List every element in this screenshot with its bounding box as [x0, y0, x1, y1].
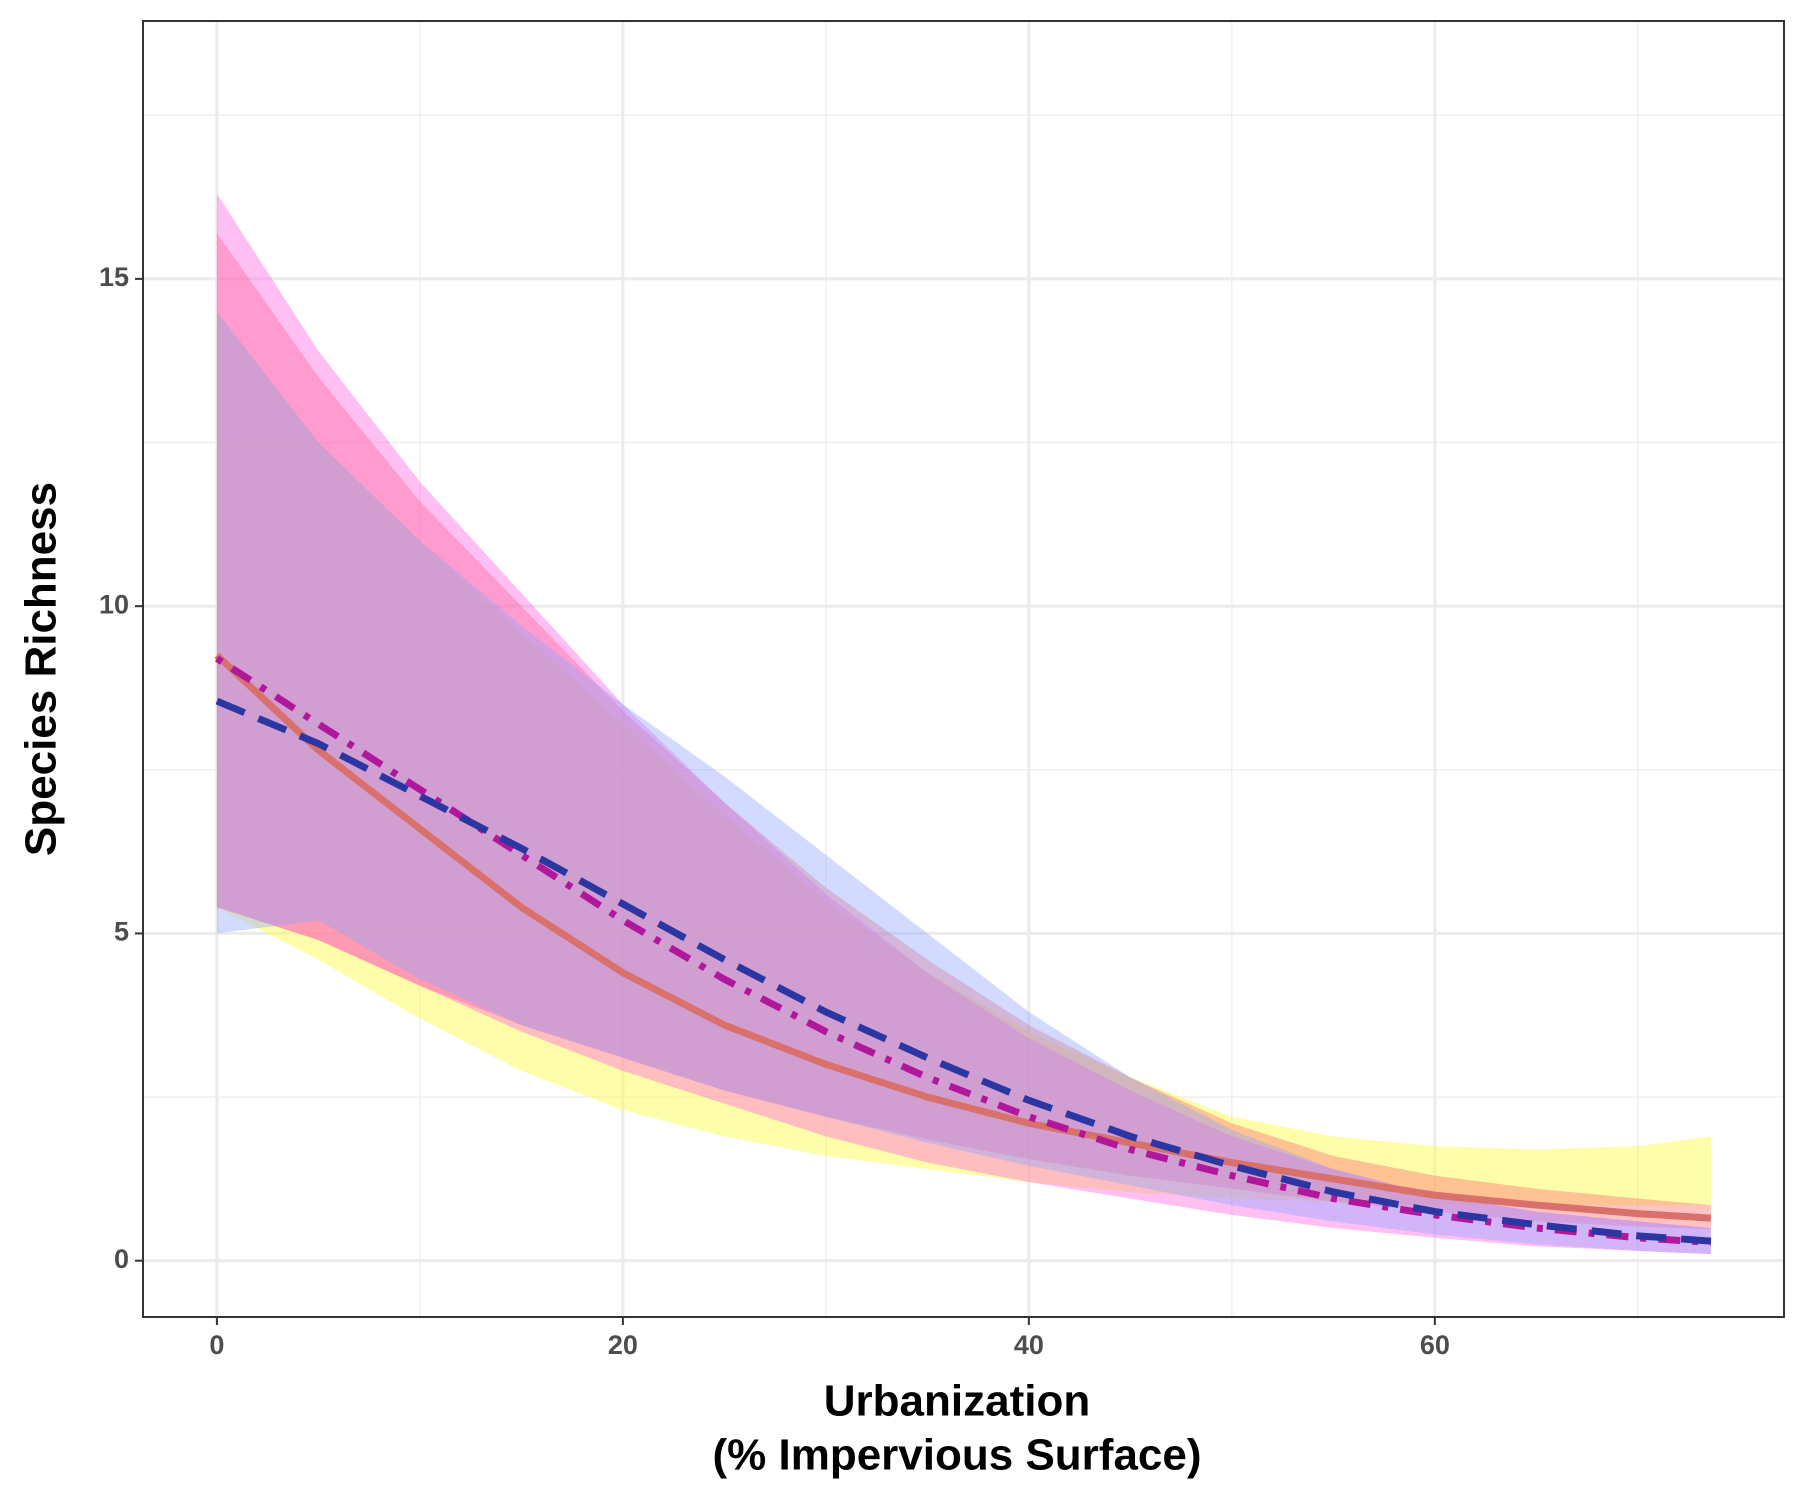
confidence-band	[216, 233, 1711, 1230]
y-axis-title: Species Richness	[17, 482, 66, 856]
x-axis-title: (% Impervious Surface)	[712, 1431, 1201, 1480]
y-tick-label: 10	[99, 589, 129, 619]
confidence-band	[216, 311, 1711, 1206]
y-tick-label: 5	[114, 917, 129, 947]
x-tick-label: 20	[608, 1330, 638, 1360]
y-tick-label: 15	[99, 262, 129, 292]
x-axis-title: Urbanization	[824, 1377, 1090, 1426]
confidence-band	[216, 311, 1711, 1255]
y-tick-label: 0	[114, 1244, 129, 1274]
x-tick-label: 40	[1014, 1330, 1044, 1360]
x-tick-label: 60	[1420, 1330, 1450, 1360]
line	[214, 652, 1712, 1222]
panel-border	[142, 20, 1785, 1318]
confidence-band	[216, 193, 1711, 1255]
x-tick-label: 0	[209, 1330, 224, 1360]
line	[215, 697, 1712, 1245]
